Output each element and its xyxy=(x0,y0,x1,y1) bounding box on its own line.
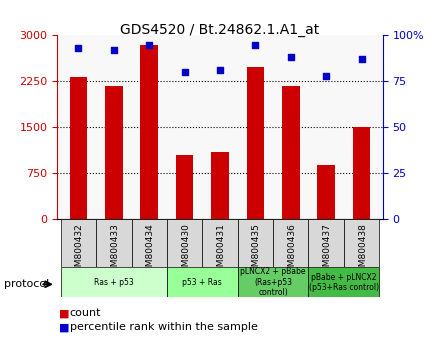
FancyBboxPatch shape xyxy=(132,219,167,267)
FancyBboxPatch shape xyxy=(308,219,344,267)
Text: pLNCX2 + pBabe
(Ras+p53
control): pLNCX2 + pBabe (Ras+p53 control) xyxy=(240,267,306,297)
Bar xyxy=(317,165,335,219)
Point xyxy=(216,68,224,73)
Text: GSM800431: GSM800431 xyxy=(216,223,225,278)
Point xyxy=(181,69,188,75)
Text: count: count xyxy=(70,308,101,318)
Text: GSM800437: GSM800437 xyxy=(323,223,332,278)
Bar xyxy=(176,155,194,219)
Text: percentile rank within the sample: percentile rank within the sample xyxy=(70,322,257,332)
Text: GSM800436: GSM800436 xyxy=(287,223,296,278)
FancyBboxPatch shape xyxy=(96,219,132,267)
Point xyxy=(75,45,82,51)
FancyBboxPatch shape xyxy=(308,267,379,297)
Text: pBabe + pLNCX2
(p53+Ras control): pBabe + pLNCX2 (p53+Ras control) xyxy=(309,273,379,292)
Text: GSM800435: GSM800435 xyxy=(252,223,261,278)
FancyBboxPatch shape xyxy=(238,219,273,267)
Text: ■: ■ xyxy=(59,322,70,332)
Text: GSM800434: GSM800434 xyxy=(146,223,155,278)
Point xyxy=(358,57,365,62)
Point xyxy=(323,73,330,79)
FancyBboxPatch shape xyxy=(202,219,238,267)
Text: GSM800433: GSM800433 xyxy=(110,223,119,278)
FancyBboxPatch shape xyxy=(61,267,167,297)
Bar xyxy=(211,152,229,219)
Text: Ras + p53: Ras + p53 xyxy=(94,278,134,287)
FancyBboxPatch shape xyxy=(344,219,379,267)
Point xyxy=(146,42,153,47)
FancyBboxPatch shape xyxy=(167,267,238,297)
Text: GSM800432: GSM800432 xyxy=(75,223,84,278)
Point xyxy=(110,47,117,53)
FancyBboxPatch shape xyxy=(238,267,308,297)
Bar xyxy=(105,86,123,219)
FancyBboxPatch shape xyxy=(167,219,202,267)
Point xyxy=(252,42,259,47)
Bar xyxy=(353,127,370,219)
Point xyxy=(287,55,294,60)
Text: ■: ■ xyxy=(59,308,70,318)
Bar xyxy=(70,76,87,219)
Bar xyxy=(282,86,300,219)
Text: GSM800438: GSM800438 xyxy=(358,223,367,278)
Bar xyxy=(246,67,264,219)
Text: p53 + Ras: p53 + Ras xyxy=(183,278,222,287)
Text: protocol: protocol xyxy=(4,279,50,289)
FancyBboxPatch shape xyxy=(61,219,96,267)
Text: GDS4520 / Bt.24862.1.A1_at: GDS4520 / Bt.24862.1.A1_at xyxy=(121,23,319,37)
Bar xyxy=(140,45,158,219)
Text: GSM800430: GSM800430 xyxy=(181,223,190,278)
FancyBboxPatch shape xyxy=(273,219,308,267)
